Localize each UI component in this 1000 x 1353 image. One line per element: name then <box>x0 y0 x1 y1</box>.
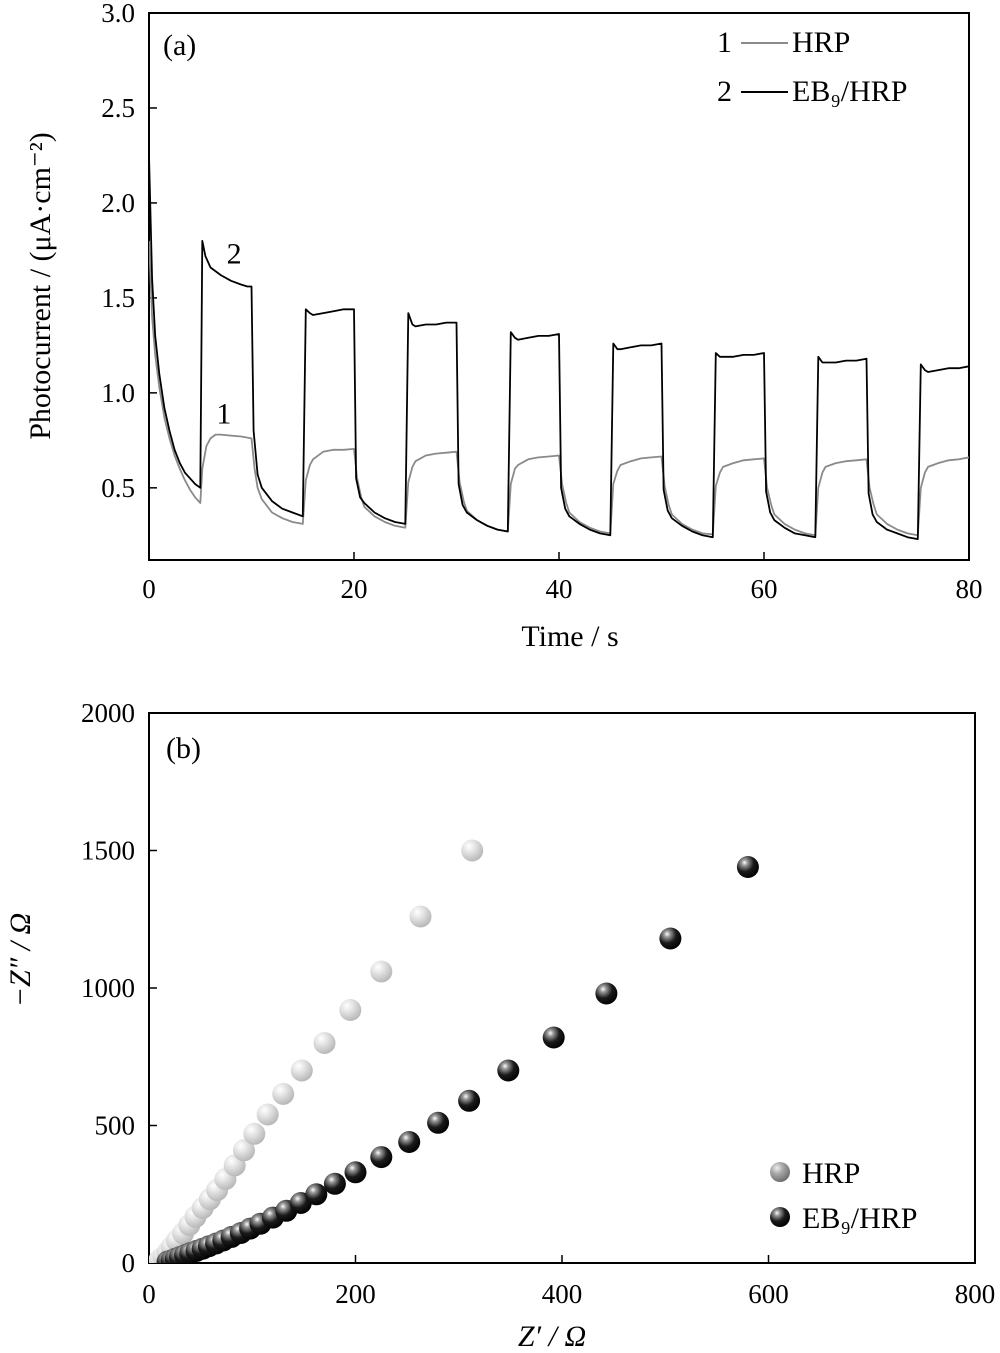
data-point-hrp <box>233 1139 255 1162</box>
y-tick-label-a: 2.5 <box>101 93 135 123</box>
x-tick-label-b: 0 <box>142 1279 156 1309</box>
y-tick-label-a: 2.0 <box>101 188 135 218</box>
x-axis-label-a: Time / s <box>521 620 618 653</box>
legend-a-num-1: 1 <box>717 26 732 59</box>
data-point-hrp <box>256 1103 279 1126</box>
legend-b-label-2: EB₉/HRP <box>802 1202 918 1235</box>
x-tick-label-a: 0 <box>142 574 156 604</box>
legend-b-label-1: HRP <box>802 1157 860 1190</box>
panel-label-b: (b) <box>166 732 201 765</box>
series-line-1 <box>149 240 969 537</box>
data-point-hrp <box>313 1032 336 1054</box>
data-point-eb9-hrp <box>497 1059 520 1082</box>
data-point-eb9-hrp <box>736 856 759 878</box>
x-tick-label-a: 60 <box>751 574 778 604</box>
curve-label: 1 <box>216 397 231 430</box>
series-b <box>149 839 759 1263</box>
data-point-eb9-hrp <box>595 982 618 1005</box>
x-tick-label-a: 40 <box>546 574 573 604</box>
panel-a: 0 20 40 60 80 0.5 1.0 1.5 2.0 2.5 3.0 (a) Time / s… <box>24 0 983 653</box>
panel-label-a: (a) <box>163 29 196 62</box>
data-point-hrp <box>339 999 362 1021</box>
y-tick-label-a: 0.5 <box>101 473 135 503</box>
y-tick-label-a: 1.0 <box>101 378 135 408</box>
y-tick-label-a: 1.5 <box>101 283 135 313</box>
x-tick-label-b: 400 <box>542 1279 583 1309</box>
data-point-eb9-hrp <box>659 927 682 950</box>
data-point-eb9-hrp <box>398 1131 421 1153</box>
data-point-hrp <box>290 1059 313 1082</box>
data-point-eb9-hrp <box>458 1089 481 1112</box>
y-tick-label-b: 2000 <box>81 698 135 728</box>
x-tick-label-a: 20 <box>341 574 368 604</box>
data-point-eb9-hrp <box>344 1161 367 1184</box>
y-tick-label-b: 1500 <box>81 836 135 866</box>
data-point-eb9-hrp <box>370 1146 393 1169</box>
data-point-hrp <box>409 905 432 928</box>
annotations-a: 12 <box>216 238 241 431</box>
y-axis-label-a: Photocurrent / (μA·cm⁻²) <box>24 132 57 440</box>
x-tick-label-b: 200 <box>335 1279 376 1309</box>
data-point-eb9-hrp <box>427 1111 450 1134</box>
data-point-eb9-hrp <box>323 1172 346 1195</box>
data-point-hrp <box>461 839 484 862</box>
y-tick-label-b: 500 <box>95 1111 136 1141</box>
legend-a-label-1: HRP <box>792 26 850 59</box>
data-point-hrp <box>370 960 393 983</box>
legend-a-num-2: 2 <box>717 75 732 108</box>
y-tick-label-b: 1000 <box>81 973 135 1003</box>
legend-b-marker-1 <box>770 1162 790 1182</box>
y-tick-label-b: 0 <box>122 1248 136 1278</box>
y-axis-label-b: −Z″ / Ω <box>4 913 37 1007</box>
legend-b: HRP EB₉/HRP <box>770 1157 918 1235</box>
x-tick-label-a: 80 <box>956 574 983 604</box>
ticks-b: 0 200 400 600 800 0 500 1000 1500 2000 <box>81 698 995 1309</box>
legend-b-marker-2 <box>770 1207 790 1227</box>
y-tick-label-a: 3.0 <box>101 0 135 28</box>
data-point-eb9-hrp <box>305 1183 328 1206</box>
series-line-2 <box>149 155 969 540</box>
series-a <box>149 155 969 540</box>
data-point-eb9-hrp <box>542 1026 565 1049</box>
data-point-hrp <box>243 1122 266 1145</box>
x-tick-label-b: 600 <box>748 1279 789 1309</box>
panel-b: 0 200 400 600 800 0 500 1000 1500 2000 (b) Z′ / Ω… <box>4 698 995 1353</box>
ticks-a: 0 20 40 60 80 0.5 1.0 1.5 2.0 2.5 3.0 <box>101 0 982 604</box>
data-point-hrp <box>272 1082 295 1105</box>
curve-label: 2 <box>227 238 242 271</box>
x-axis-label-b: Z′ / Ω <box>518 1320 586 1353</box>
legend-a: 1 HRP 2 EB₉/HRP <box>717 26 908 108</box>
x-tick-label-b: 800 <box>955 1279 996 1309</box>
legend-a-label-2: EB₉/HRP <box>792 75 908 108</box>
